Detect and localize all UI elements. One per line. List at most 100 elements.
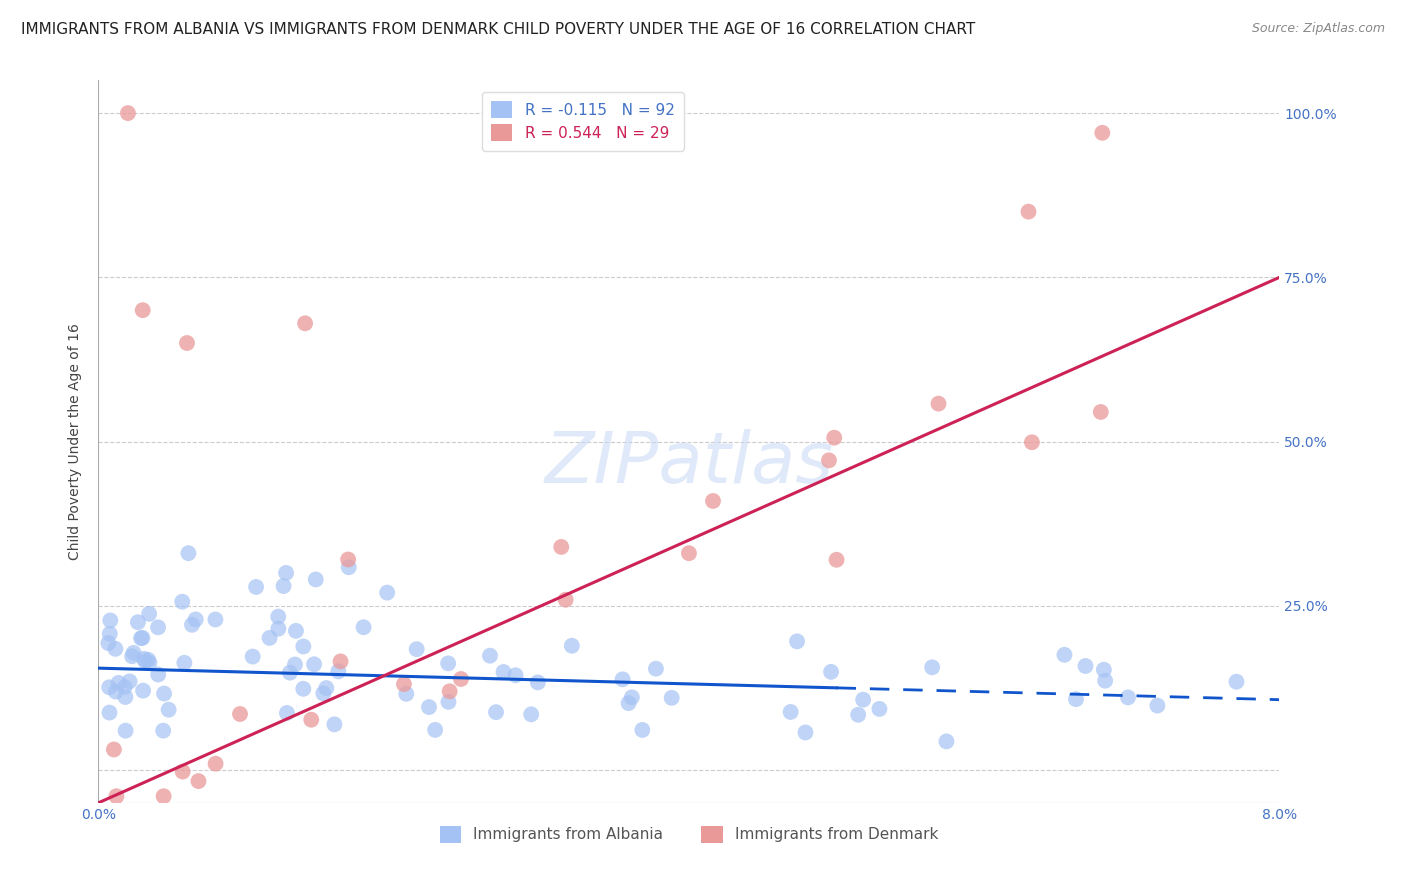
Point xyxy=(284,657,307,672)
Point xyxy=(242,649,264,664)
Point xyxy=(312,686,335,700)
Point xyxy=(1092,663,1115,677)
Point xyxy=(561,639,583,653)
Point xyxy=(105,789,128,804)
Text: IMMIGRANTS FROM ALBANIA VS IMMIGRANTS FROM DENMARK CHILD POVERTY UNDER THE AGE O: IMMIGRANTS FROM ALBANIA VS IMMIGRANTS FR… xyxy=(21,22,976,37)
Point xyxy=(702,494,724,508)
Legend: Immigrants from Albania, Immigrants from Denmark: Immigrants from Albania, Immigrants from… xyxy=(433,820,945,849)
Point xyxy=(136,653,159,667)
Point xyxy=(278,665,301,680)
Point xyxy=(267,622,290,636)
Point xyxy=(631,723,654,737)
Point xyxy=(1053,648,1076,662)
Point xyxy=(276,706,298,720)
Point xyxy=(114,680,136,694)
Point xyxy=(98,706,121,720)
Point xyxy=(173,656,195,670)
Point xyxy=(818,453,841,467)
Point xyxy=(132,683,155,698)
Point xyxy=(152,789,174,804)
Point xyxy=(98,626,121,640)
Point xyxy=(554,592,576,607)
Point xyxy=(437,695,460,709)
Point xyxy=(1074,659,1097,673)
Point xyxy=(337,560,360,574)
Point xyxy=(786,634,808,648)
Point xyxy=(612,673,634,687)
Point xyxy=(550,540,572,554)
Point xyxy=(620,690,643,705)
Point xyxy=(127,615,149,630)
Point xyxy=(107,676,129,690)
Point xyxy=(1146,698,1168,713)
Point xyxy=(229,706,252,721)
Point xyxy=(104,641,127,656)
Text: ZIPatlas: ZIPatlas xyxy=(544,429,834,498)
Point xyxy=(315,681,337,695)
Point xyxy=(98,680,121,694)
Point xyxy=(292,681,315,696)
Point xyxy=(375,585,398,599)
Point xyxy=(104,684,127,698)
Point xyxy=(825,553,848,567)
Point xyxy=(846,707,869,722)
Point xyxy=(299,713,322,727)
Point xyxy=(131,631,153,645)
Y-axis label: Child Poverty Under the Age of 16: Child Poverty Under the Age of 16 xyxy=(69,323,83,560)
Point xyxy=(138,607,160,621)
Point xyxy=(184,612,207,626)
Point xyxy=(274,566,297,580)
Point xyxy=(132,303,155,318)
Point xyxy=(172,764,194,779)
Point xyxy=(153,687,176,701)
Text: Source: ZipAtlas.com: Source: ZipAtlas.com xyxy=(1251,22,1385,36)
Point xyxy=(1064,692,1087,706)
Point xyxy=(122,646,145,660)
Point xyxy=(395,687,418,701)
Point xyxy=(305,573,328,587)
Point xyxy=(337,552,360,566)
Point xyxy=(245,580,267,594)
Point xyxy=(329,654,352,668)
Point xyxy=(114,723,136,738)
Point xyxy=(353,620,375,634)
Point xyxy=(294,316,316,330)
Point xyxy=(204,756,226,771)
Point xyxy=(181,617,204,632)
Point xyxy=(1021,435,1043,450)
Point xyxy=(1094,673,1116,688)
Point xyxy=(148,667,170,681)
Point xyxy=(823,431,845,445)
Point xyxy=(259,631,281,645)
Point xyxy=(292,640,315,654)
Point xyxy=(129,631,152,645)
Point xyxy=(418,700,440,714)
Point xyxy=(114,690,136,704)
Point xyxy=(645,662,668,676)
Point xyxy=(121,649,143,664)
Point xyxy=(678,546,700,560)
Point xyxy=(1225,674,1247,689)
Point xyxy=(204,613,226,627)
Point xyxy=(520,707,543,722)
Point xyxy=(1091,126,1114,140)
Point xyxy=(425,723,447,737)
Point xyxy=(1018,204,1040,219)
Point xyxy=(117,106,139,120)
Point xyxy=(437,657,460,671)
Point xyxy=(921,660,943,674)
Point xyxy=(820,665,842,679)
Point xyxy=(146,620,169,634)
Point xyxy=(935,734,957,748)
Point xyxy=(302,657,325,672)
Point xyxy=(187,774,209,789)
Point xyxy=(1116,690,1139,705)
Point xyxy=(157,703,180,717)
Point xyxy=(152,723,174,738)
Point xyxy=(927,396,949,410)
Point xyxy=(284,624,307,638)
Point xyxy=(439,684,461,698)
Point xyxy=(267,609,290,624)
Point xyxy=(98,614,121,628)
Point xyxy=(1090,405,1112,419)
